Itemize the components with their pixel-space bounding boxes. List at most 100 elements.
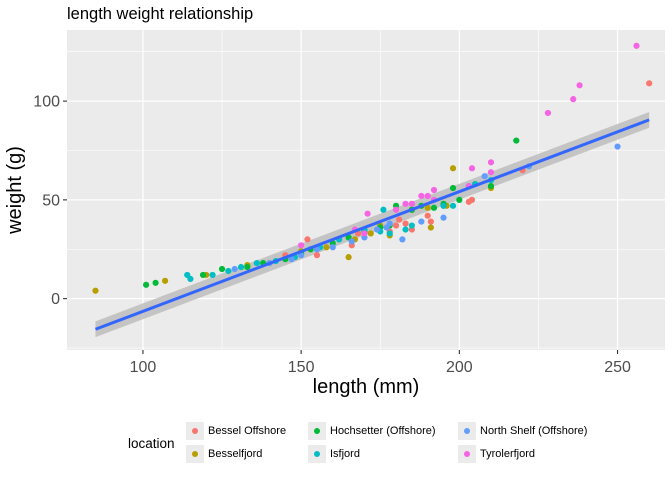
data-point-tyrolerfjord bbox=[298, 242, 305, 249]
legend-key bbox=[458, 445, 476, 463]
data-point-tyrolerfjord bbox=[468, 165, 476, 172]
data-point-bessel-offshore bbox=[313, 252, 321, 259]
legend-dot bbox=[464, 451, 470, 457]
data-point-tyrolerfjord bbox=[633, 42, 640, 49]
chart-title: length weight relationship bbox=[67, 5, 254, 23]
legend-label: North Shelf (Offshore) bbox=[480, 425, 588, 437]
data-point-north-shelf-offshore bbox=[386, 220, 393, 227]
data-point-hochsetter-offshore bbox=[218, 265, 226, 273]
data-point-besselfjord bbox=[424, 204, 431, 211]
data-point-hochsetter-offshore bbox=[487, 182, 495, 190]
data-point-isfjord bbox=[209, 271, 216, 279]
data-point-hochsetter-offshore bbox=[449, 184, 457, 192]
legend-key bbox=[186, 445, 204, 463]
fit-line-layer bbox=[94, 118, 650, 331]
data-point-hochsetter-offshore bbox=[513, 137, 520, 144]
data-point-tyrolerfjord bbox=[576, 82, 583, 89]
legend-label: Bessel Offshore bbox=[208, 425, 287, 437]
data-point-besselfjord bbox=[345, 254, 352, 261]
data-point-isfjord bbox=[253, 259, 260, 267]
y-tick-label: 100 bbox=[33, 94, 60, 111]
legend-key bbox=[308, 445, 326, 463]
data-point-bessel-offshore bbox=[304, 236, 311, 243]
legend-dot bbox=[314, 428, 320, 434]
data-point-hochsetter-offshore bbox=[456, 196, 463, 203]
data-point-north-shelf-offshore bbox=[614, 143, 621, 150]
legend-dot bbox=[464, 428, 470, 434]
data-point-isfjord bbox=[380, 206, 387, 213]
legend-key bbox=[186, 422, 204, 440]
data-point-besselfjord bbox=[427, 224, 434, 231]
data-point-besselfjord bbox=[367, 230, 374, 237]
x-tick-label: 150 bbox=[288, 359, 315, 376]
data-point-north-shelf-offshore bbox=[373, 226, 381, 233]
data-point-tyrolerfjord bbox=[392, 206, 400, 213]
data-point-bessel-offshore bbox=[402, 220, 409, 227]
regression-line bbox=[94, 118, 650, 331]
data-point-bessel-offshore bbox=[465, 198, 472, 205]
data-point-tyrolerfjord bbox=[424, 192, 431, 200]
data-point-tyrolerfjord bbox=[408, 200, 415, 207]
axes-layer: 100 150 200 250 0 50 100 bbox=[33, 94, 631, 376]
data-point-isfjord bbox=[386, 230, 393, 237]
data-point-isfjord bbox=[402, 226, 409, 233]
data-point-isfjord bbox=[449, 202, 457, 209]
x-tick-label: 100 bbox=[130, 359, 157, 376]
data-point-besselfjord bbox=[161, 277, 169, 284]
data-point-besselfjord bbox=[449, 165, 457, 172]
data-point-north-shelf-offshore bbox=[440, 214, 447, 221]
data-point-hochsetter-offshore bbox=[199, 271, 207, 279]
y-tick-label: 0 bbox=[51, 291, 60, 308]
legend-label: Besselfjord bbox=[208, 448, 263, 460]
data-point-bessel-offshore bbox=[424, 212, 431, 219]
data-point-north-shelf-offshore bbox=[288, 256, 295, 263]
data-point-tyrolerfjord bbox=[402, 200, 409, 207]
legend-dot bbox=[192, 428, 198, 434]
data-point-isfjord bbox=[440, 202, 447, 209]
data-point-tyrolerfjord bbox=[570, 96, 577, 103]
data-point-tyrolerfjord bbox=[487, 169, 495, 176]
legend-dot bbox=[314, 451, 320, 457]
data-point-isfjord bbox=[408, 222, 415, 229]
x-axis-label: length (mm) bbox=[313, 376, 420, 398]
legend-label: Tyrolerfjord bbox=[480, 448, 536, 460]
data-point-tyrolerfjord bbox=[544, 109, 552, 117]
data-point-bessel-offshore bbox=[427, 218, 434, 225]
data-point-tyrolerfjord bbox=[430, 186, 438, 194]
data-point-tyrolerfjord bbox=[364, 210, 371, 217]
data-point-north-shelf-offshore bbox=[418, 218, 425, 225]
data-point-tyrolerfjord bbox=[487, 159, 495, 166]
data-point-north-shelf-offshore bbox=[313, 246, 321, 253]
x-tick-label: 250 bbox=[604, 359, 631, 376]
data-point-bessel-offshore bbox=[392, 222, 400, 229]
data-point-tyrolerfjord bbox=[361, 230, 368, 237]
points-layer bbox=[92, 42, 653, 294]
data-point-bessel-offshore bbox=[646, 80, 653, 87]
data-point-isfjord bbox=[225, 267, 232, 275]
legend-label: Hochsetter (Offshore) bbox=[330, 425, 436, 437]
data-point-hochsetter-offshore bbox=[143, 281, 150, 288]
legend-label: Isfjord bbox=[330, 448, 360, 460]
data-point-bessel-offshore bbox=[396, 216, 403, 223]
legend: location Bessel Offshore Besselfjord Hoc… bbox=[128, 420, 648, 470]
legend-title: location bbox=[128, 436, 175, 451]
data-point-north-shelf-offshore bbox=[329, 244, 336, 251]
legend-key bbox=[308, 422, 326, 440]
legend-dot bbox=[192, 451, 198, 457]
data-point-north-shelf-offshore bbox=[481, 173, 488, 180]
data-point-tyrolerfjord bbox=[418, 192, 425, 200]
data-point-hochsetter-offshore bbox=[152, 279, 159, 286]
x-tick-label: 200 bbox=[446, 359, 473, 376]
legend-key bbox=[458, 422, 476, 440]
y-axis-label: weight (g) bbox=[4, 146, 26, 235]
data-point-isfjord bbox=[187, 275, 194, 282]
data-point-north-shelf-offshore bbox=[231, 265, 238, 273]
y-tick-label: 50 bbox=[42, 192, 60, 209]
data-point-north-shelf-offshore bbox=[399, 236, 406, 243]
data-point-besselfjord bbox=[92, 287, 99, 294]
data-point-north-shelf-offshore bbox=[348, 238, 355, 245]
data-point-hochsetter-offshore bbox=[430, 204, 438, 211]
data-point-hochsetter-offshore bbox=[244, 263, 251, 271]
data-point-besselfjord bbox=[323, 244, 330, 251]
